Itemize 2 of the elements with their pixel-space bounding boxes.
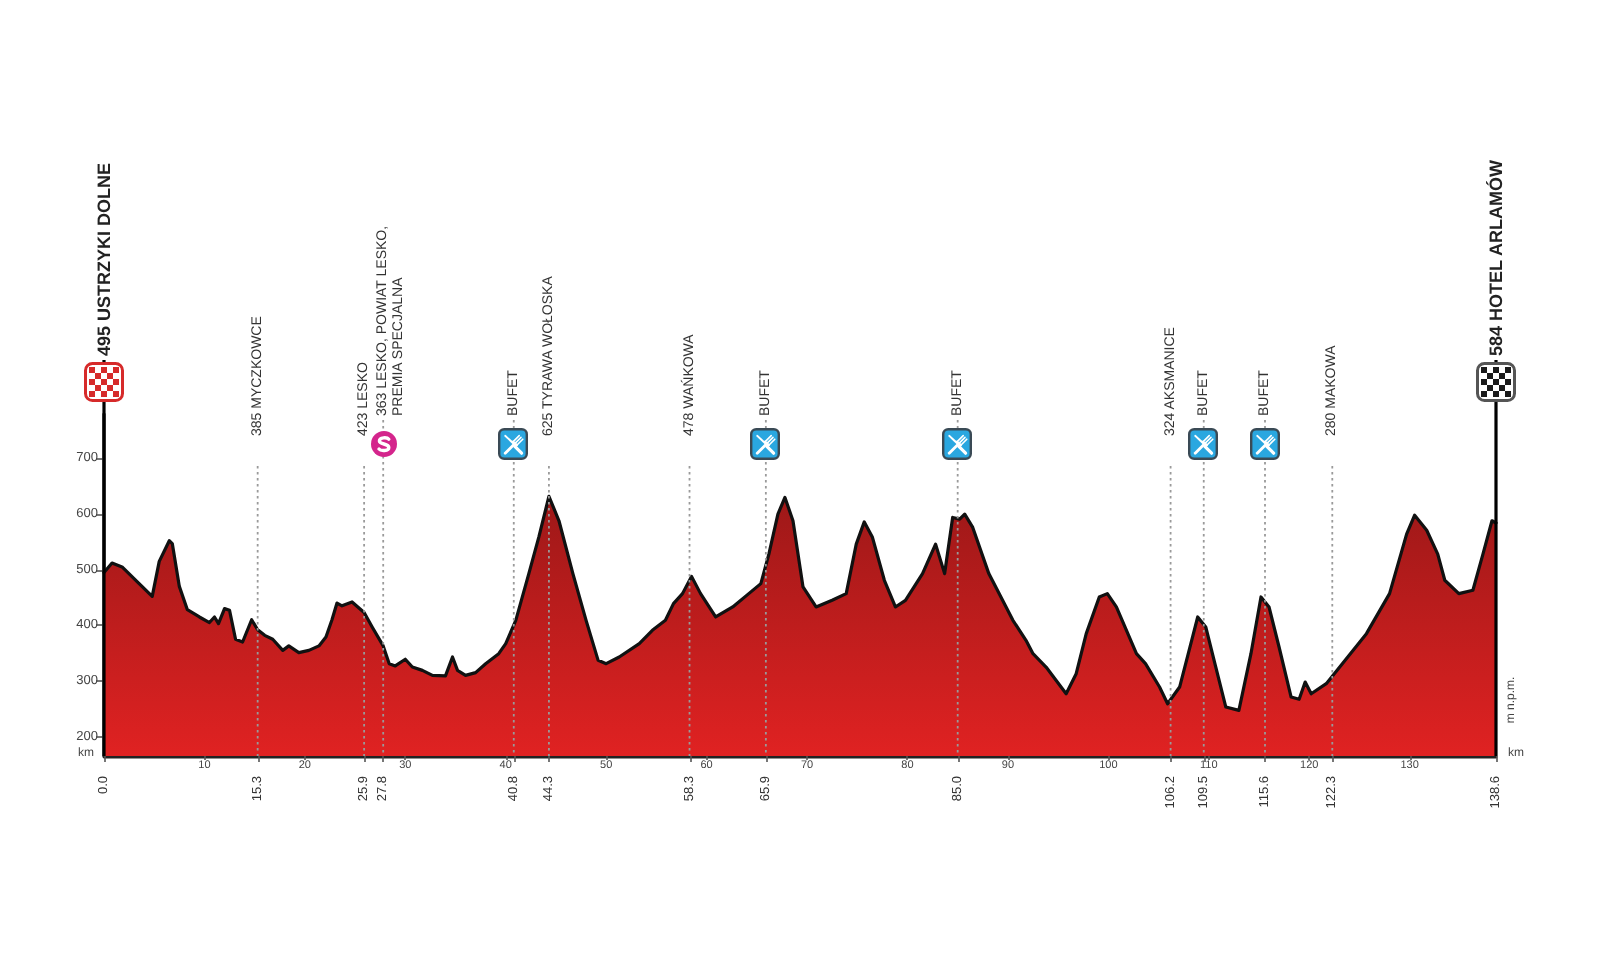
ref-line-label: 495 USTRZYKI DOLNE	[94, 162, 114, 356]
ref-line-label: 584 HOTEL ARLAMÓW	[1486, 158, 1506, 356]
